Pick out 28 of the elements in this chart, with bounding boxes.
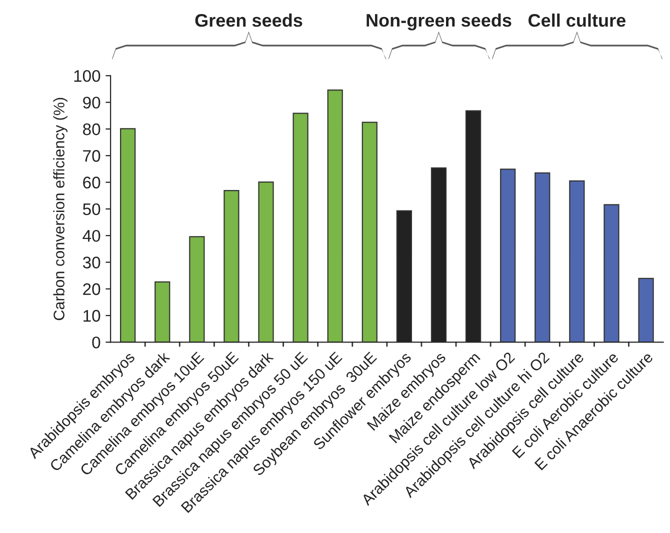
bar [604, 204, 620, 342]
bar [258, 181, 274, 342]
bar [569, 180, 585, 342]
text: Green seeds [195, 14, 302, 27]
y-tick-label: 50 [82, 203, 100, 216]
bar [292, 112, 308, 342]
bar [189, 236, 205, 342]
bar [327, 90, 343, 342]
y-tick-label: 40 [82, 230, 100, 242]
bar [224, 190, 240, 342]
y-tick-label: 70 [83, 150, 100, 162]
bar [534, 172, 550, 342]
y-axis-title: Carbon conversion efficiency (%) [53, 98, 68, 320]
y-tick-label: 30 [82, 256, 100, 268]
y-tick-label: 60 [83, 176, 100, 188]
bar [154, 281, 170, 342]
y-tick-label: 80 [83, 123, 100, 136]
y-tick-label: 20 [83, 283, 100, 296]
text: Non-green seeds [366, 13, 512, 30]
bar [362, 122, 378, 342]
bar [638, 278, 654, 342]
y-tick-label: 0 [92, 336, 100, 348]
text: Cell culture [528, 14, 626, 27]
bar [120, 128, 136, 342]
bar [500, 168, 516, 342]
y-tick-label: 100 [74, 70, 100, 82]
y-tick-label: 90 [83, 96, 100, 109]
y-tick-label: 10 [84, 310, 100, 322]
